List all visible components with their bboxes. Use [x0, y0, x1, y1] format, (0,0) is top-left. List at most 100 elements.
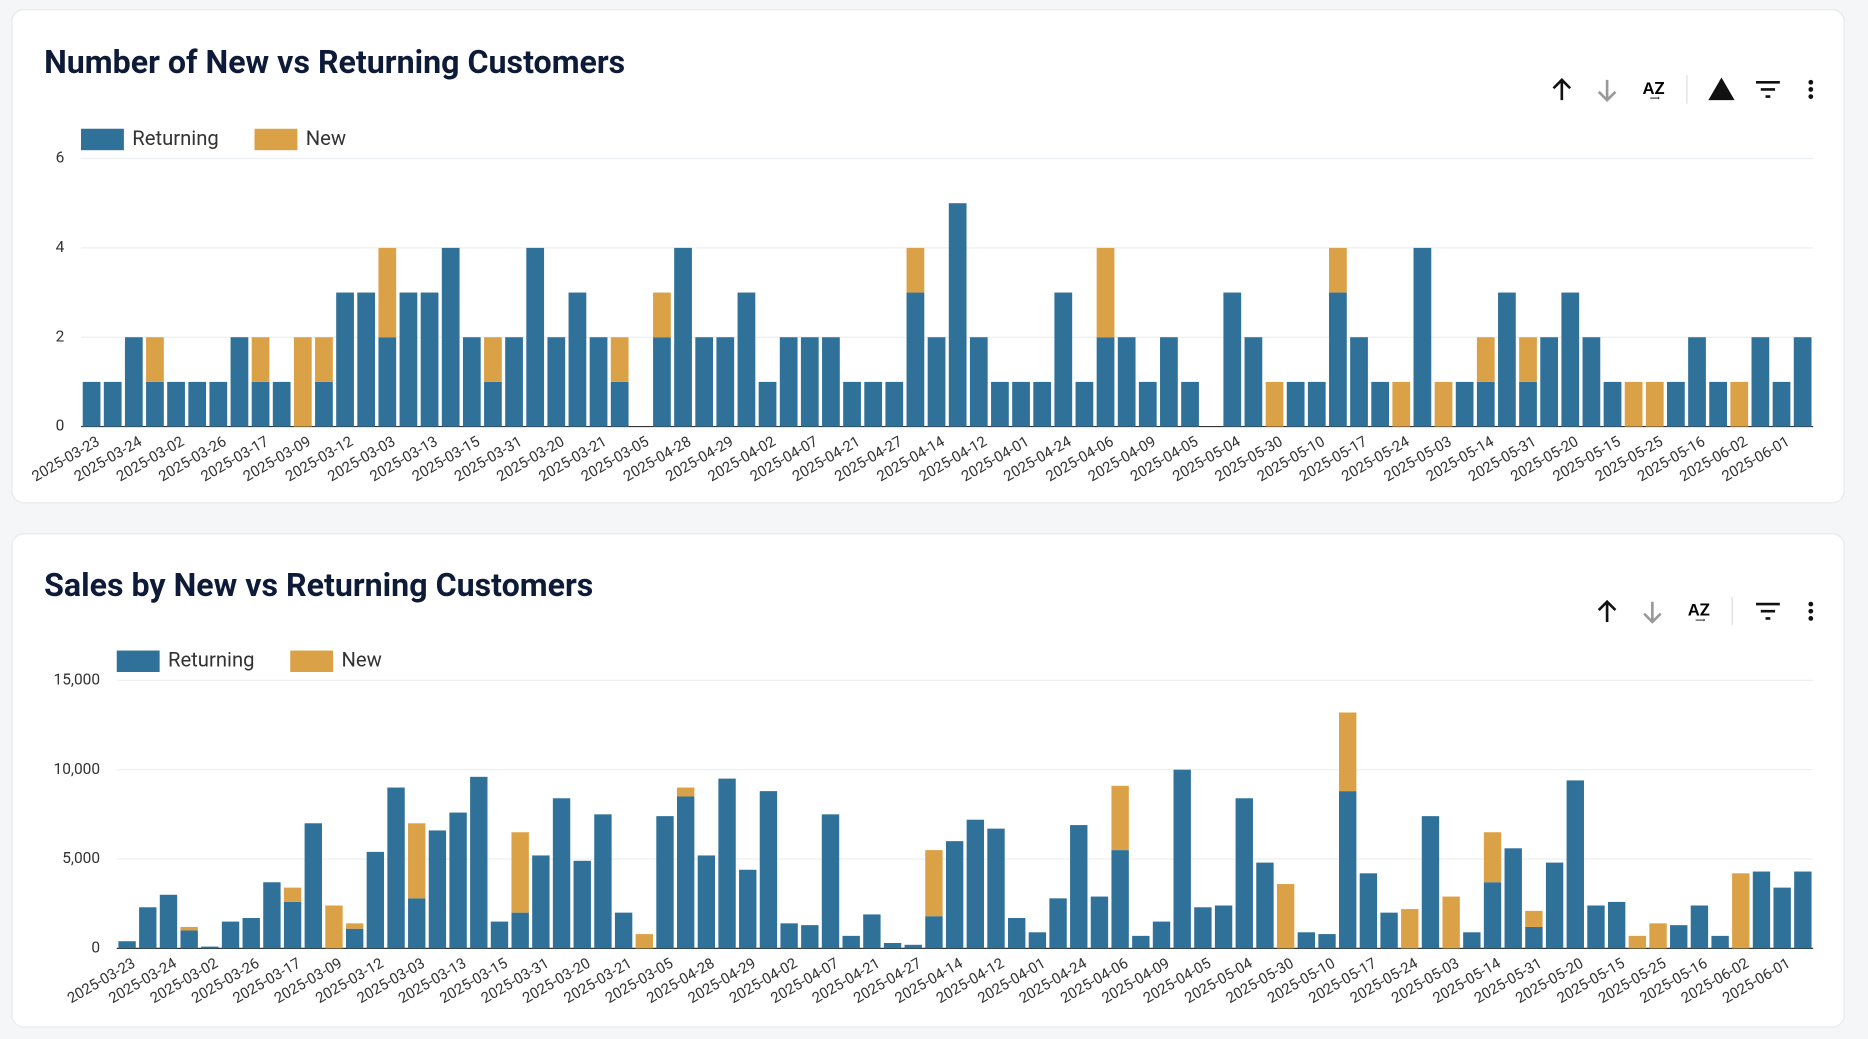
legend-label: New — [306, 126, 346, 150]
bar — [547, 337, 566, 427]
bar — [1235, 798, 1253, 949]
filter[interactable] — [1756, 80, 1780, 98]
chart-title: Sales by New vs Returning Customers — [44, 566, 593, 604]
bar — [863, 914, 881, 949]
bar — [1070, 825, 1088, 949]
bar — [594, 814, 612, 949]
bar — [124, 337, 143, 427]
bar — [188, 381, 207, 427]
bar — [272, 381, 291, 427]
bar — [1483, 832, 1502, 883]
y-tick-label: 15,000 — [54, 670, 101, 688]
bar — [568, 292, 587, 427]
bar — [1773, 887, 1791, 949]
legend-swatch — [290, 650, 334, 672]
bar — [843, 381, 861, 427]
sort-asc[interactable] — [1552, 78, 1572, 101]
bar — [758, 381, 777, 427]
bar — [780, 923, 798, 949]
toolbar: A͢Z — [1597, 596, 1814, 626]
bar — [1307, 381, 1326, 427]
bar — [283, 887, 302, 902]
bar — [1152, 921, 1171, 949]
bar — [1117, 337, 1136, 427]
bar — [230, 337, 249, 427]
bar — [842, 935, 860, 949]
bar — [1525, 910, 1543, 927]
bar — [263, 882, 281, 949]
bar — [1582, 337, 1601, 427]
warning[interactable] — [1708, 77, 1735, 101]
bar — [552, 798, 571, 949]
bar — [653, 337, 671, 427]
bar — [251, 337, 270, 382]
filter[interactable] — [1756, 602, 1780, 620]
bar — [737, 292, 756, 427]
chart-title: Number of New vs Returning Customers — [44, 43, 625, 81]
bar — [1442, 896, 1460, 949]
bar — [927, 337, 946, 427]
bar — [1772, 381, 1791, 427]
bar — [1173, 769, 1191, 949]
y-tick-label: 6 — [56, 149, 65, 167]
bar — [1690, 905, 1709, 949]
sort-desc[interactable] — [1597, 79, 1617, 103]
legend-swatch — [254, 128, 298, 151]
bar — [1276, 884, 1295, 949]
bar — [635, 934, 653, 949]
bar — [462, 337, 481, 427]
bar — [1434, 381, 1453, 427]
bar — [1090, 896, 1109, 949]
bar — [1318, 934, 1336, 949]
bar — [449, 812, 467, 949]
bar — [484, 337, 502, 382]
bar — [378, 247, 397, 338]
legend-swatch — [116, 650, 160, 672]
legend-swatch — [81, 128, 124, 151]
bar — [1752, 871, 1771, 949]
bar — [1628, 935, 1647, 949]
bar — [408, 823, 426, 899]
menu[interactable] — [1808, 79, 1814, 99]
bar — [1380, 912, 1398, 949]
bar — [945, 841, 964, 949]
y-tick-label: 0 — [56, 417, 65, 435]
bar — [1214, 905, 1233, 949]
sort-az[interactable]: A͢Z — [1642, 80, 1664, 99]
toolbar: A͢Z — [1552, 75, 1814, 104]
bar — [1645, 381, 1664, 427]
sort-asc[interactable] — [1597, 599, 1617, 622]
bar — [1256, 862, 1274, 949]
sort-az[interactable]: A͢Z — [1688, 602, 1710, 621]
bar — [399, 292, 418, 427]
bar — [1476, 381, 1495, 427]
card — [11, 9, 1845, 504]
bar — [925, 850, 943, 917]
bar — [1012, 381, 1030, 427]
bar — [801, 925, 819, 949]
bar — [1339, 712, 1357, 792]
bar — [1732, 873, 1750, 949]
bar — [1587, 905, 1605, 949]
bar — [1008, 917, 1026, 949]
bar — [1483, 882, 1502, 949]
bar — [1476, 337, 1495, 382]
bar — [1359, 873, 1378, 949]
bar — [387, 787, 405, 949]
bar — [1688, 337, 1706, 427]
menu[interactable] — [1808, 601, 1814, 621]
y-tick-label: 0 — [91, 938, 100, 956]
bar — [1561, 292, 1580, 427]
sort-desc[interactable] — [1643, 601, 1662, 624]
bar — [1413, 247, 1432, 427]
bar — [1371, 381, 1390, 427]
bar — [610, 337, 629, 382]
bar — [490, 921, 509, 949]
bar — [969, 337, 988, 427]
y-tick-label: 10,000 — [54, 760, 101, 778]
bar — [139, 907, 157, 949]
bar — [925, 916, 943, 949]
bar — [1339, 791, 1357, 949]
bar — [1498, 292, 1516, 427]
